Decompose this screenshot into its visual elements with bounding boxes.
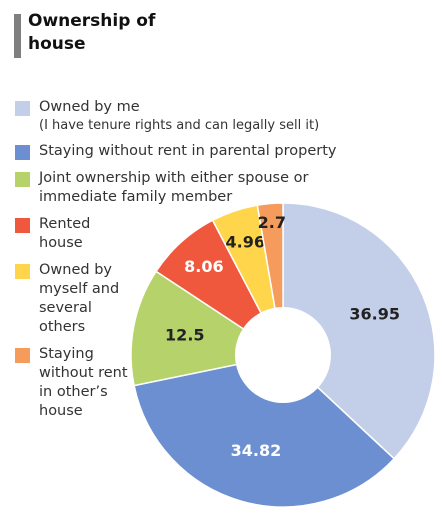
data-label: 2.7 bbox=[258, 213, 286, 232]
legend-swatch bbox=[15, 218, 30, 233]
legend-item: Staying without rent in other’s house bbox=[15, 345, 131, 421]
legend-label: Staying without rent in other’s house bbox=[39, 346, 128, 419]
legend: Owned by me (I have tenure rights and can… bbox=[15, 98, 395, 429]
chart-title: Ownership of house bbox=[28, 11, 156, 54]
legend-item: Owned by myself and several others bbox=[15, 261, 131, 337]
legend-label: Owned by myself and several others bbox=[39, 262, 120, 335]
legend-item: Joint ownership with either spouse or im… bbox=[15, 169, 379, 207]
title-bar bbox=[14, 14, 21, 58]
legend-item: Staying without rent in parental propert… bbox=[15, 142, 379, 161]
data-label: 34.82 bbox=[231, 441, 282, 460]
data-label: 4.96 bbox=[226, 233, 265, 252]
donut-slice bbox=[282, 202, 436, 460]
data-label: 8.06 bbox=[184, 257, 223, 276]
donut-hole bbox=[235, 307, 331, 403]
data-label: 36.95 bbox=[349, 305, 400, 324]
legend-item: Owned by me (I have tenure rights and can… bbox=[15, 98, 379, 134]
legend-label: Owned by me bbox=[39, 99, 140, 115]
legend-swatch bbox=[15, 348, 30, 363]
donut-slice bbox=[133, 354, 396, 508]
legend-swatch bbox=[15, 172, 30, 187]
legend-swatch bbox=[15, 145, 30, 160]
legend-note: (I have tenure rights and can legally se… bbox=[39, 118, 320, 133]
legend-label: Staying without rent in parental propert… bbox=[39, 143, 337, 159]
legend-swatch bbox=[15, 101, 30, 116]
legend-label: Rented house bbox=[39, 216, 91, 251]
legend-label: Joint ownership with either spouse or im… bbox=[39, 170, 309, 205]
legend-item: Rented house bbox=[15, 215, 131, 253]
data-label: 12.5 bbox=[165, 326, 204, 345]
legend-swatch bbox=[15, 264, 30, 279]
